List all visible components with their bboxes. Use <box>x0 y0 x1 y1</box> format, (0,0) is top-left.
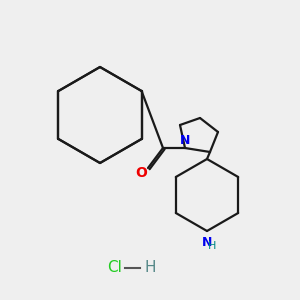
Text: N: N <box>202 236 212 249</box>
Text: N: N <box>180 134 190 148</box>
Text: O: O <box>135 166 147 180</box>
Text: H: H <box>145 260 157 275</box>
Text: H: H <box>208 241 216 251</box>
Text: Cl: Cl <box>107 260 122 275</box>
